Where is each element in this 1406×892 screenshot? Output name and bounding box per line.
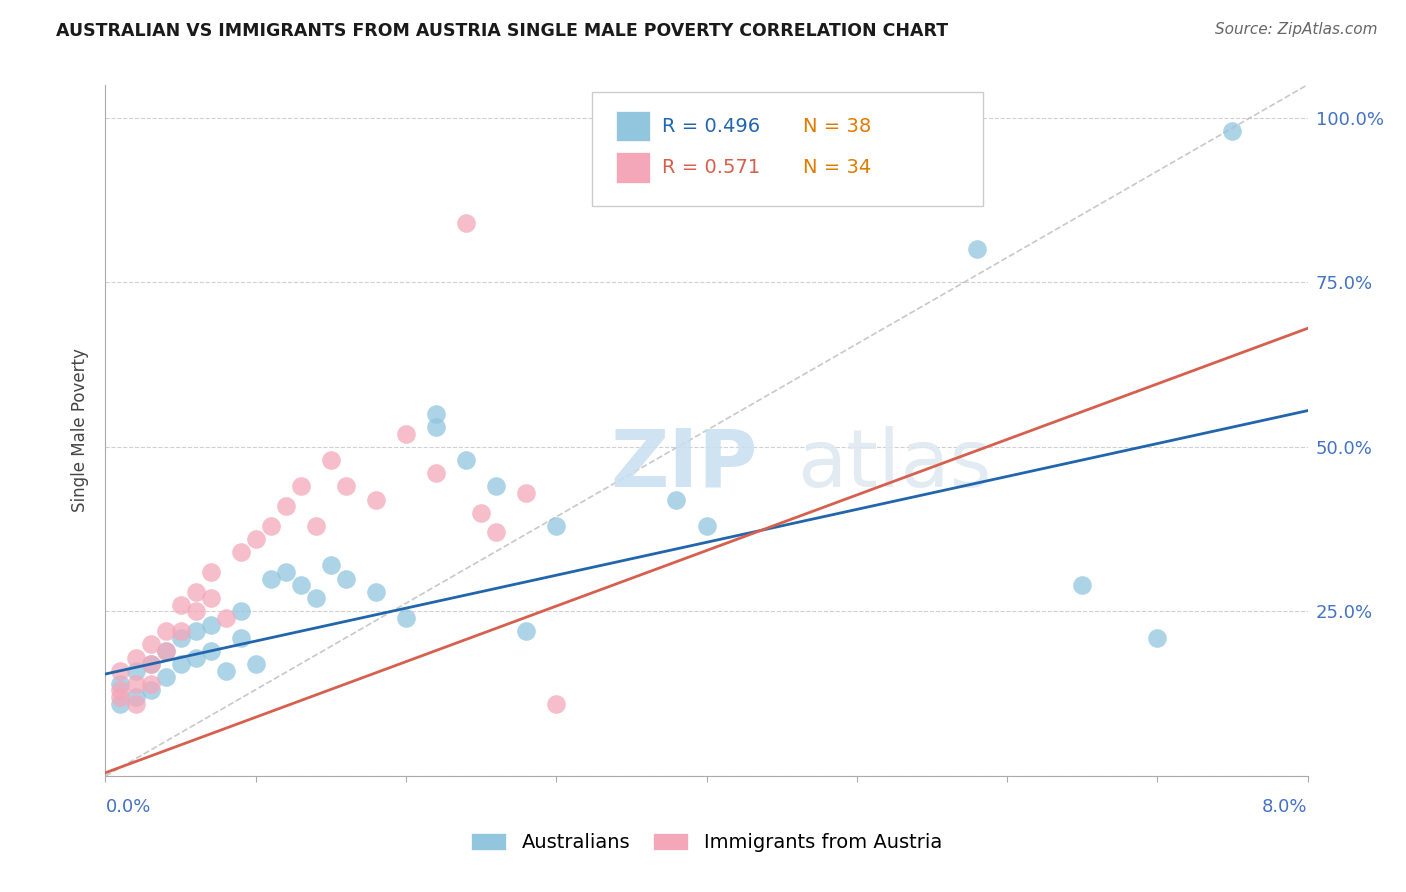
Point xyxy=(454,453,477,467)
Point xyxy=(274,565,297,579)
Point xyxy=(515,624,537,639)
Point xyxy=(139,683,162,698)
Point xyxy=(110,677,132,691)
Point xyxy=(139,677,162,691)
Point xyxy=(200,644,222,658)
Text: Source: ZipAtlas.com: Source: ZipAtlas.com xyxy=(1215,22,1378,37)
Text: R = 0.571: R = 0.571 xyxy=(662,158,761,178)
FancyBboxPatch shape xyxy=(616,111,650,142)
Point xyxy=(485,479,508,493)
Point xyxy=(319,558,342,573)
Text: 8.0%: 8.0% xyxy=(1263,798,1308,816)
Point xyxy=(155,670,177,684)
Point xyxy=(245,657,267,672)
Point xyxy=(335,572,357,586)
Point xyxy=(124,650,146,665)
Point xyxy=(425,420,447,434)
Point xyxy=(169,657,191,672)
Point xyxy=(305,519,328,533)
Point xyxy=(124,697,146,711)
Point xyxy=(139,657,162,672)
Point xyxy=(425,466,447,480)
Point xyxy=(155,644,177,658)
Point xyxy=(229,631,252,645)
Point xyxy=(696,519,718,533)
Point xyxy=(1222,124,1244,138)
Point xyxy=(364,492,387,507)
Point xyxy=(110,683,132,698)
Legend: Australians, Immigrants from Austria: Australians, Immigrants from Austria xyxy=(463,825,950,860)
Point xyxy=(1071,578,1094,592)
Point xyxy=(124,690,146,704)
Point xyxy=(184,584,207,599)
Point xyxy=(139,657,162,672)
Point xyxy=(155,624,177,639)
Point xyxy=(470,506,492,520)
Point xyxy=(214,611,236,625)
Point xyxy=(546,519,568,533)
Point xyxy=(305,591,328,606)
Point xyxy=(1146,631,1168,645)
Point xyxy=(260,572,283,586)
Point xyxy=(184,650,207,665)
Point xyxy=(169,624,191,639)
Y-axis label: Single Male Poverty: Single Male Poverty xyxy=(72,349,90,512)
Point xyxy=(200,617,222,632)
Point xyxy=(229,545,252,559)
Point xyxy=(169,598,191,612)
FancyBboxPatch shape xyxy=(616,153,650,183)
Point xyxy=(515,486,537,500)
Point xyxy=(546,697,568,711)
Point xyxy=(245,532,267,546)
Point xyxy=(485,525,508,540)
Point xyxy=(454,216,477,230)
Point xyxy=(200,565,222,579)
Point xyxy=(124,664,146,678)
Point xyxy=(364,584,387,599)
Text: atlas: atlas xyxy=(797,426,991,504)
Point xyxy=(260,519,283,533)
Point xyxy=(335,479,357,493)
Point xyxy=(155,644,177,658)
Point xyxy=(184,624,207,639)
Point xyxy=(966,243,988,257)
Text: N = 38: N = 38 xyxy=(803,117,870,136)
Point xyxy=(425,407,447,421)
Point xyxy=(290,479,312,493)
Text: R = 0.496: R = 0.496 xyxy=(662,117,761,136)
Point xyxy=(124,677,146,691)
Text: N = 34: N = 34 xyxy=(803,158,870,178)
Text: AUSTRALIAN VS IMMIGRANTS FROM AUSTRIA SINGLE MALE POVERTY CORRELATION CHART: AUSTRALIAN VS IMMIGRANTS FROM AUSTRIA SI… xyxy=(56,22,949,40)
Point xyxy=(229,604,252,618)
Point xyxy=(214,664,236,678)
Point xyxy=(319,453,342,467)
Point xyxy=(290,578,312,592)
Point xyxy=(395,611,418,625)
Point xyxy=(139,637,162,651)
Point xyxy=(110,664,132,678)
Point xyxy=(110,697,132,711)
Point xyxy=(110,690,132,704)
Point xyxy=(169,631,191,645)
Point xyxy=(200,591,222,606)
Text: ZIP: ZIP xyxy=(610,426,758,504)
Point xyxy=(184,604,207,618)
Point xyxy=(274,499,297,513)
FancyBboxPatch shape xyxy=(592,92,983,206)
Point xyxy=(395,426,418,441)
Text: 0.0%: 0.0% xyxy=(105,798,150,816)
Point xyxy=(665,492,688,507)
